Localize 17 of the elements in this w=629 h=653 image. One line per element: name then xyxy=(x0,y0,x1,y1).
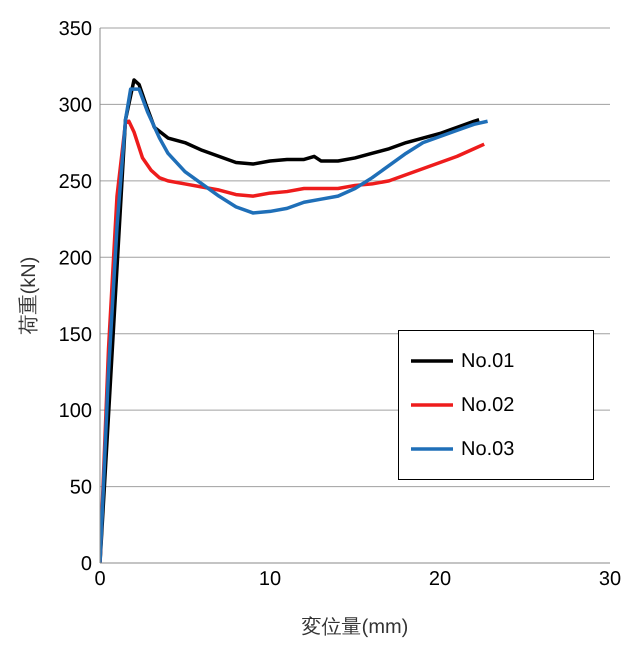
x-axis-title: 変位量(mm) xyxy=(302,615,408,638)
y-tick-label: 0 xyxy=(80,553,92,576)
y-tick-label: 150 xyxy=(58,324,92,346)
y-tick-label: 200 xyxy=(58,247,92,270)
x-tick-label: 20 xyxy=(428,568,452,590)
x-tick-label: 0 xyxy=(94,568,106,590)
legend-label: No.02 xyxy=(461,394,514,416)
y-tick-label: 300 xyxy=(58,94,92,117)
legend-label: No.01 xyxy=(461,350,514,372)
x-tick-label: 30 xyxy=(598,568,622,590)
x-tick-label: 10 xyxy=(258,568,282,590)
legend-label: No.03 xyxy=(461,438,514,460)
y-tick-label: 100 xyxy=(58,400,92,422)
y-axis-title: 荷重(kN) xyxy=(18,256,40,334)
y-tick-label: 50 xyxy=(70,476,92,499)
y-tick-label: 250 xyxy=(58,170,92,193)
y-tick-label: 350 xyxy=(58,18,92,40)
